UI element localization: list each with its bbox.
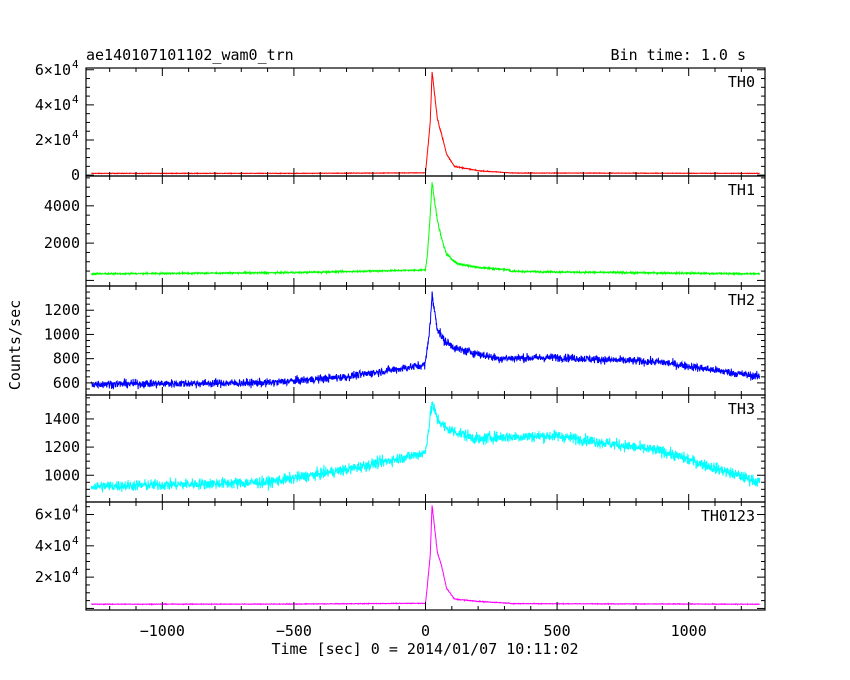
y-tick-label: 2000 [44,234,80,252]
bin-time-label: Bin time: 1.0 s [611,46,746,64]
y-tick-label-exponent: 4 [72,58,79,71]
y-tick-label-exponent: 4 [72,128,79,141]
x-tick-label: 0 [421,622,430,640]
y-tick-label: 600 [53,374,80,392]
series-line-th3 [90,401,761,493]
series-line-th2 [90,291,761,390]
panel-label-th1: TH1 [728,181,755,199]
panel-frame-th2 [85,285,766,396]
y-tick-label: 1200 [44,301,80,319]
y-tick-label: 800 [53,350,80,368]
panel-th3: 1000 1200 1400 TH3 [44,394,766,503]
y-tick-label: 4×10 [35,96,71,114]
panel-frame-th0123 [85,501,766,611]
y-tick-label: 0 [71,166,80,184]
y-tick-label: 4×10 [35,537,71,555]
panel-th1: 2000 4000 TH1 [44,175,766,287]
y-tick-label: 2×10 [35,131,71,149]
y-tick-label: 4000 [44,197,80,215]
y-tick-label-exponent: 4 [72,565,79,578]
y-tick-label-exponent: 4 [72,93,79,106]
y-tick-label: 6×10 [35,506,71,524]
series-line-th0 [91,71,760,175]
y-axis-label: Counts/sec [6,300,24,390]
y-tick-label: 1200 [44,438,80,456]
y-tick-label: 1000 [44,466,80,484]
x-tick-label: −1000 [140,622,185,640]
y-tick-label: 6×10 [35,61,71,79]
y-tick-label-exponent: 4 [72,503,79,516]
panels-group: 02×10 44×10 46×10 4TH020004000TH16008001000… [35,58,766,640]
y-tick-label: 1000 [44,325,80,343]
panel-label-th3: TH3 [728,400,755,418]
y-tick-label: 1400 [44,410,80,428]
panel-label-th2: TH2 [728,291,755,309]
x-tick-label: 500 [544,622,571,640]
panel-label-th0: TH0 [728,73,755,91]
y-tick-label: 2×10 [35,568,71,586]
series-line-th1 [90,182,761,277]
x-tick-label: −500 [276,622,312,640]
series-line-th0123 [90,505,760,606]
panel-th0123: 2×10 44×10 46×10 4 TH0123 [35,501,766,611]
x-axis-label: Time [sec] 0 = 2014/01/07 10:11:02 [271,640,578,658]
panel-frame-th0 [85,67,766,177]
y-tick-label-exponent: 4 [72,534,79,547]
x-tick-label: 1000 [671,622,707,640]
chart-title: ae140107101102_wam0_trn [86,46,294,64]
panel-th2: 600 800 1000 1200 TH2 [44,285,766,396]
panel-label-th0123: TH0123 [701,507,755,525]
